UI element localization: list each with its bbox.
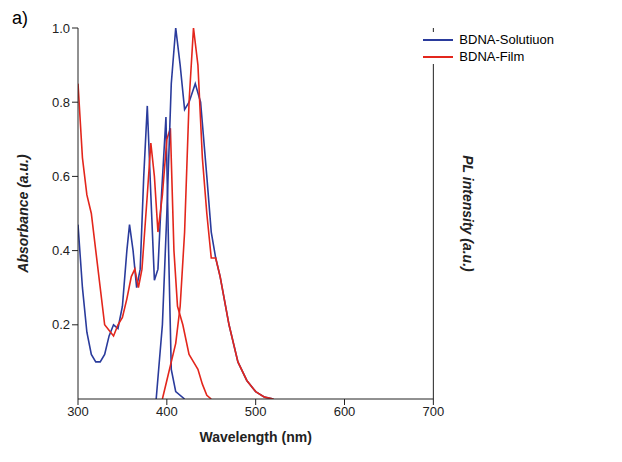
html-text:BDNA-Solutiuon: BDNA-Solutiuon (459, 32, 554, 47)
html-text:a): a) (12, 8, 28, 28)
svg-text:700: 700 (422, 404, 444, 419)
svg-text:300: 300 (67, 404, 89, 419)
html-text:BDNA-Film: BDNA-Film (459, 49, 525, 64)
svg-text:400: 400 (156, 404, 178, 419)
svg-text:0.4: 0.4 (52, 243, 70, 258)
svg-text:PL intensity (a.u.): PL intensity (a.u.) (460, 155, 476, 272)
svg-text:Absorbance (a.u.): Absorbance (a.u.) (15, 154, 31, 274)
svg-text:1.0: 1.0 (52, 21, 70, 36)
svg-text:0.8: 0.8 (52, 95, 70, 110)
svg-text:600: 600 (334, 404, 356, 419)
svg-text:0.2: 0.2 (52, 317, 70, 332)
svg-text:Wavelength (nm): Wavelength (nm) (200, 429, 312, 445)
svg-text:0.6: 0.6 (52, 169, 70, 184)
svg-text:500: 500 (245, 404, 267, 419)
